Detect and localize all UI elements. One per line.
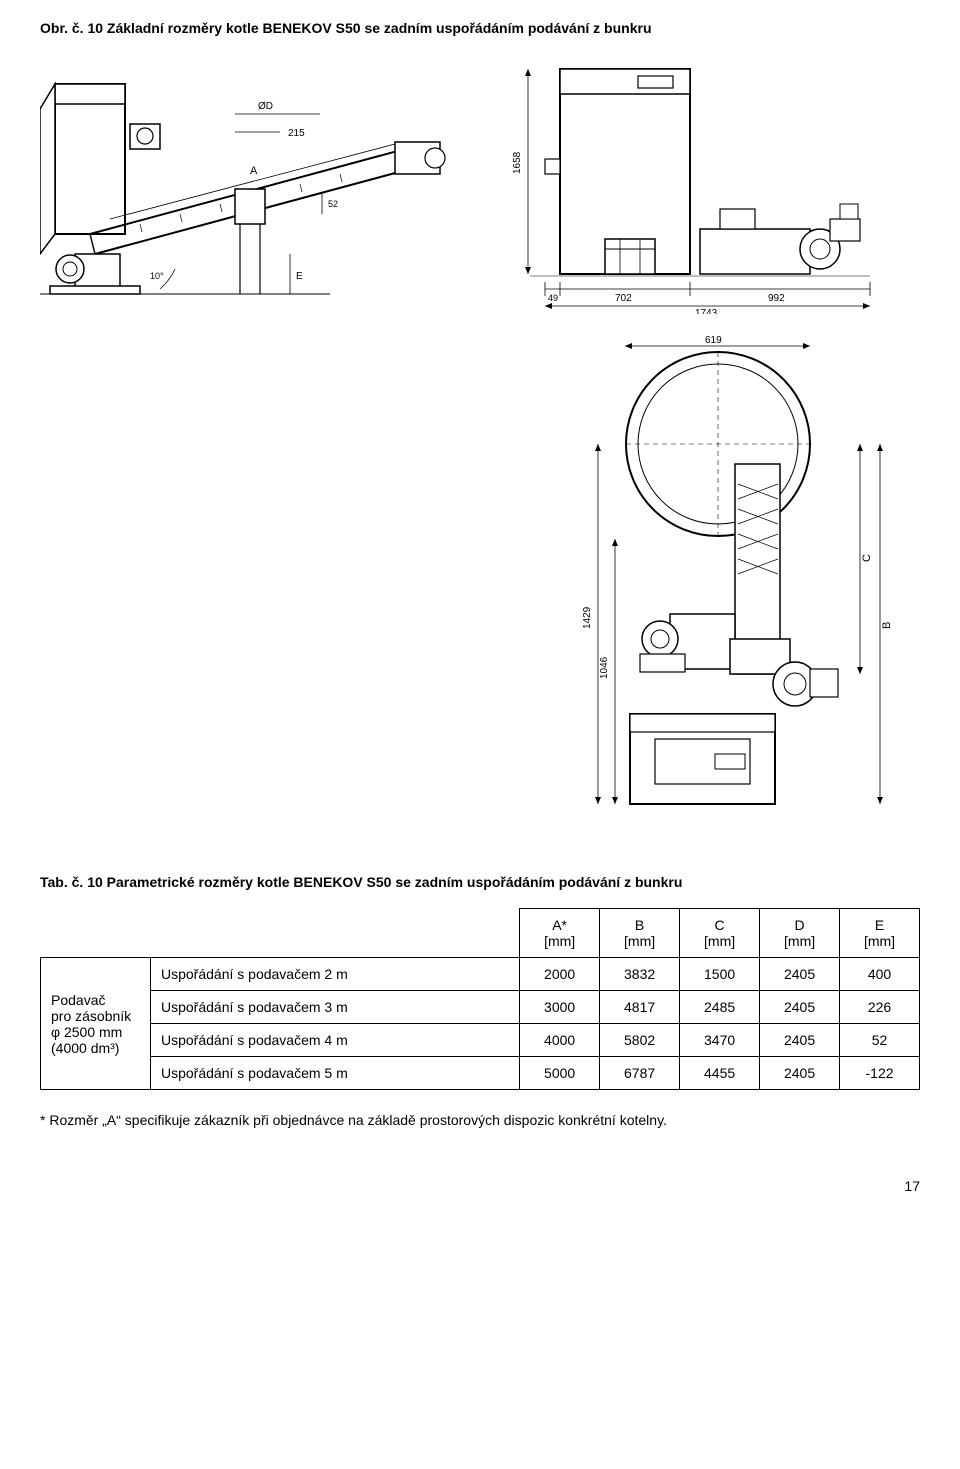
drawing-bottom: 619 [560, 334, 890, 834]
table-cell: 5000 [520, 1057, 600, 1090]
table-cell: 52 [840, 1024, 920, 1057]
figure-title: Obr. č. 10 Základní rozměry kotle BENEKO… [40, 20, 920, 36]
figure-row-top: A ØD 215 52 10° E [40, 54, 920, 314]
table-header: B[mm] [600, 909, 680, 958]
table-row-label: Uspořádání s podavačem 4 m [151, 1024, 520, 1057]
dimensions-table: A*[mm]B[mm]C[mm]D[mm]E[mm] Podavačpro zás… [40, 908, 920, 1090]
footnote: * Rozměr „A“ specifikuje zákazník při ob… [40, 1112, 920, 1128]
table-cell: 1500 [680, 958, 760, 991]
table-cell: -122 [840, 1057, 920, 1090]
table-row-label: Uspořádání s podavačem 3 m [151, 991, 520, 1024]
table-cell: 2405 [760, 958, 840, 991]
table-cell: 4000 [520, 1024, 600, 1057]
dim-label-e: E [296, 271, 303, 282]
table-cell: 4455 [680, 1057, 760, 1090]
table-cell: 2405 [760, 1024, 840, 1057]
dim-label-10deg: 10° [150, 271, 164, 281]
table-cell: 3000 [520, 991, 600, 1024]
dim-label-992: 992 [768, 293, 785, 304]
dim-label-a: A [250, 165, 258, 177]
table-row-label: Uspořádání s podavačem 2 m [151, 958, 520, 991]
table-cell: 3832 [600, 958, 680, 991]
table-cell: 226 [840, 991, 920, 1024]
table-cell: 3470 [680, 1024, 760, 1057]
table-header: A*[mm] [520, 909, 600, 958]
dim-label-215: 215 [288, 128, 305, 139]
table-title: Tab. č. 10 Parametrické rozměry kotle BE… [40, 874, 920, 890]
table-cell: 400 [840, 958, 920, 991]
drawing-top-left: A ØD 215 52 10° E [40, 54, 460, 314]
dim-label-1429: 1429 [582, 606, 593, 629]
dim-label-1046: 1046 [599, 656, 610, 679]
table-cell: 2405 [760, 1057, 840, 1090]
drawing-top-right: 1658 49 702 992 1743 [490, 54, 890, 314]
table-header: D[mm] [760, 909, 840, 958]
table-cell: 2405 [760, 991, 840, 1024]
dim-label-1658: 1658 [512, 151, 523, 174]
table-cell: 2485 [680, 991, 760, 1024]
table-header: C[mm] [680, 909, 760, 958]
dim-label-c: C [861, 554, 873, 562]
dim-label-702: 702 [615, 293, 632, 304]
table-cell: 2000 [520, 958, 600, 991]
page-number: 17 [40, 1178, 920, 1194]
dim-label-619: 619 [705, 335, 722, 346]
dim-label-1743: 1743 [695, 308, 718, 314]
table-cell: 6787 [600, 1057, 680, 1090]
dim-label-49: 49 [548, 293, 558, 303]
dim-label-52: 52 [328, 199, 338, 209]
figure-row-bottom: 619 [40, 334, 920, 834]
dim-label-b: B [881, 622, 890, 629]
dim-label-diam-d: ØD [258, 101, 273, 112]
table-side-label: Podavačpro zásobníkφ 2500 mm(4000 dm³) [41, 958, 151, 1090]
table-cell: 4817 [600, 991, 680, 1024]
table-row-label: Uspořádání s podavačem 5 m [151, 1057, 520, 1090]
table-cell: 5802 [600, 1024, 680, 1057]
table-header: E[mm] [840, 909, 920, 958]
